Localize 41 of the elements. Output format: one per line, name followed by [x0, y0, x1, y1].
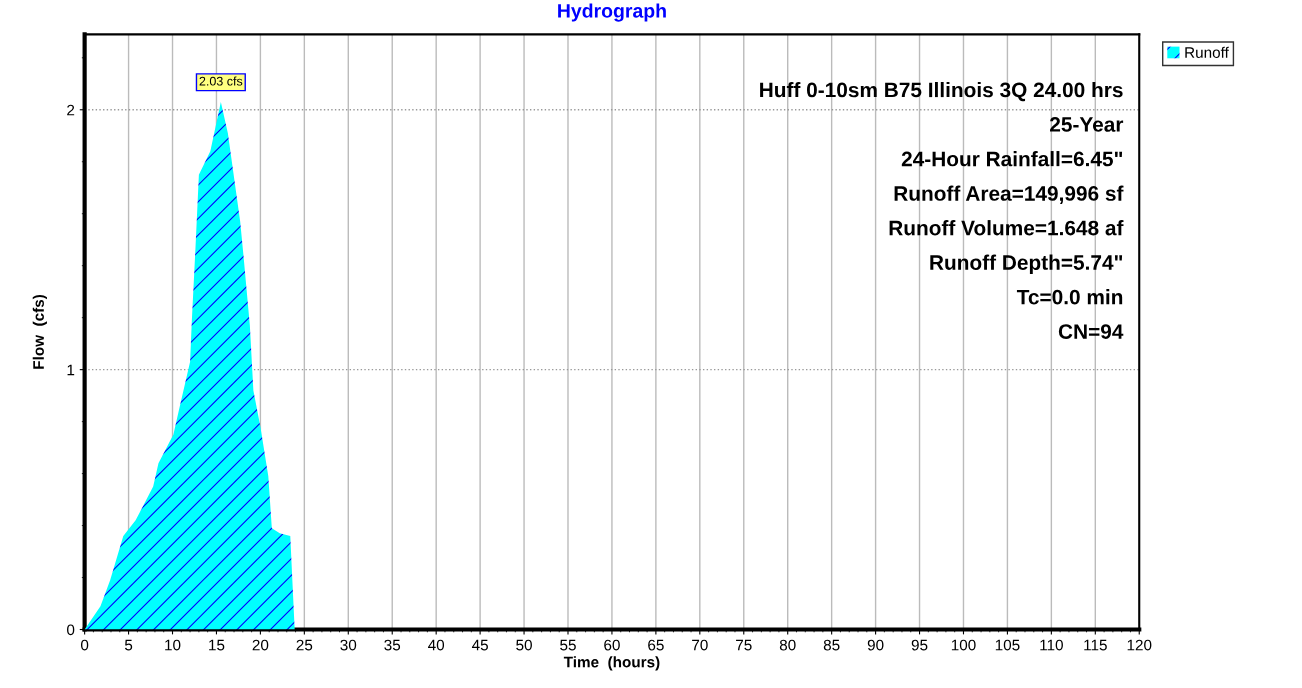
x-axis-title: Time (hours) — [563, 656, 660, 671]
x-tick-label: 15 — [209, 639, 225, 651]
x-tick-label: 120 — [1127, 639, 1152, 651]
x-tick-label: 105 — [995, 639, 1020, 651]
x-tick-label: 85 — [823, 639, 840, 651]
annotation: Huff 0-10sm B75 Illinois 3Q 24.00 hrs — [760, 82, 1123, 102]
x-tick-label: 35 — [384, 639, 401, 651]
x-tick-label: 55 — [560, 639, 576, 651]
x-tick-label: 40 — [428, 639, 445, 651]
x-tick-label: 25 — [296, 639, 313, 651]
annotation: Runoff Area=149,996 sf — [894, 185, 1124, 204]
x-tick-label: 0 — [80, 639, 89, 651]
y-tick-label: 0 — [67, 624, 75, 636]
annotation: CN=94 — [1058, 324, 1124, 339]
x-tick-label: 95 — [911, 639, 928, 651]
annotation: Tc=0.0 min — [1016, 289, 1123, 305]
x-tick-label: 65 — [648, 639, 664, 651]
x-tick-label: 100 — [951, 639, 976, 651]
chart-title: Hydrograph — [558, 3, 666, 22]
x-tick-label: 10 — [165, 639, 181, 651]
x-tick-label: 60 — [604, 639, 620, 651]
x-tick-label: 70 — [692, 639, 708, 651]
annotation: Runoff Volume=1.648 af — [889, 220, 1124, 236]
annotation: 25-Year — [1050, 117, 1124, 132]
x-tick-label: 115 — [1084, 639, 1107, 651]
y-axis-title: Flow (cfs) — [32, 294, 47, 369]
y-tick-label: 1 — [67, 364, 75, 376]
annotation: 24-Hour Rainfall=6.45" — [901, 151, 1123, 167]
annotation: 2.03 cfs — [199, 76, 243, 86]
x-tick-label: 45 — [471, 639, 488, 651]
legend-label: Runoff — [1185, 46, 1229, 58]
x-tick-label: 80 — [779, 639, 796, 651]
x-tick-label: 5 — [124, 639, 133, 651]
y-tick-label: 2 — [67, 104, 75, 116]
annotation: Runoff Depth=5.74" — [930, 254, 1123, 275]
x-tick-label: 30 — [340, 639, 357, 651]
x-tick-label: 20 — [252, 639, 269, 651]
x-tick-label: 75 — [736, 639, 752, 651]
x-tick-label: 50 — [516, 639, 532, 651]
x-tick-label: 110 — [1040, 639, 1063, 651]
x-tick-label: 90 — [867, 639, 884, 651]
